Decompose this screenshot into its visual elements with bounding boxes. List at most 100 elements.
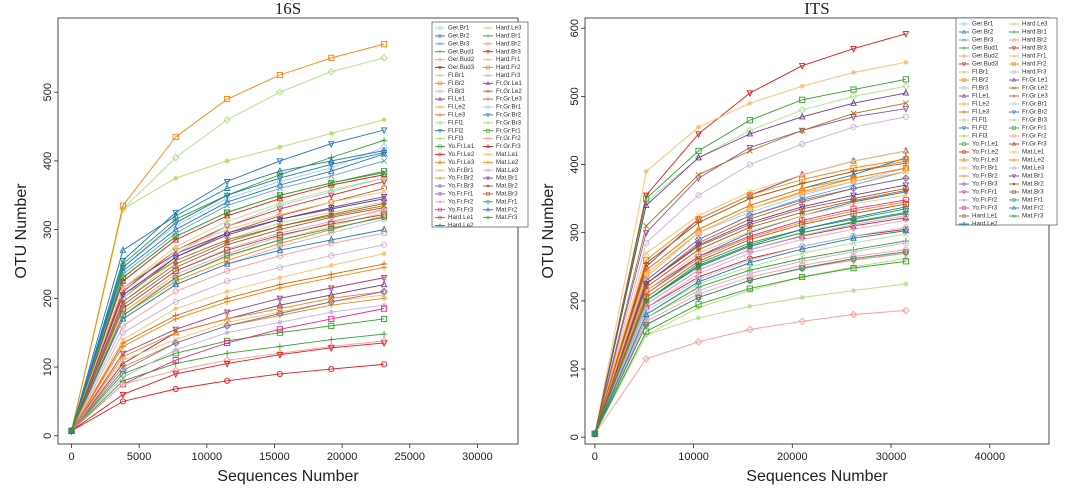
y-tick-label: 100 bbox=[569, 360, 581, 378]
data-point bbox=[381, 305, 388, 312]
data-point bbox=[328, 199, 335, 206]
data-point bbox=[276, 171, 283, 178]
data-point bbox=[119, 246, 127, 253]
data-point bbox=[119, 398, 126, 405]
legend-entry: Fl.Fl1 bbox=[435, 119, 464, 126]
legend-label: Ger.Br1 bbox=[972, 21, 994, 28]
legend-marker bbox=[438, 137, 442, 141]
legend-marker bbox=[1012, 118, 1016, 122]
data-point bbox=[380, 137, 388, 144]
legend-entry: Yo.Fr.Le2 bbox=[435, 151, 475, 158]
legend-label: Fl.Br2 bbox=[972, 77, 989, 84]
x-tick-label: 20000 bbox=[777, 451, 808, 463]
legend-entry: Fl.Le3 bbox=[435, 112, 466, 119]
data-point bbox=[799, 127, 806, 134]
legend-marker bbox=[438, 73, 442, 77]
legend-marker bbox=[438, 49, 442, 54]
series-line bbox=[594, 33, 907, 434]
data-point bbox=[850, 158, 857, 165]
legend-entry: Mat.Br3 bbox=[483, 191, 518, 198]
data-point bbox=[276, 343, 283, 350]
data-point bbox=[850, 110, 857, 117]
legend-marker bbox=[437, 183, 443, 189]
legend-marker bbox=[486, 176, 490, 181]
data-point bbox=[902, 258, 909, 265]
data-point bbox=[643, 328, 650, 335]
data-point bbox=[380, 287, 388, 295]
legend-label: Mat.Fr3 bbox=[1022, 213, 1044, 220]
data-point bbox=[224, 239, 230, 245]
data-point bbox=[276, 326, 283, 333]
data-point bbox=[381, 157, 387, 164]
x-tick-label: 25000 bbox=[394, 451, 425, 463]
legend-entry: Hard.Br3 bbox=[1009, 45, 1047, 52]
data-point bbox=[172, 280, 180, 288]
chart-1: 16S 0 5000 10000 15000 20000 25000 30000 0 100 200… bbox=[13, 0, 529, 485]
legend-marker bbox=[486, 128, 490, 133]
data-point bbox=[902, 100, 909, 107]
legend-label: Fl.Fl2 bbox=[448, 127, 464, 134]
data-point bbox=[120, 285, 126, 291]
series-Fr.Gr.Fr1 bbox=[591, 258, 909, 437]
data-point bbox=[327, 192, 335, 200]
data-point bbox=[380, 275, 388, 282]
data-point bbox=[903, 187, 909, 194]
legend-label: Fl.Le1 bbox=[448, 96, 466, 103]
legend-entry: Ger.Br1 bbox=[435, 25, 470, 32]
data-point bbox=[224, 202, 231, 209]
legend-entry: Fl.Br1 bbox=[959, 69, 989, 76]
data-point bbox=[746, 195, 753, 202]
legend-marker bbox=[486, 80, 490, 85]
series-line bbox=[71, 216, 385, 432]
data-point bbox=[276, 192, 283, 199]
x-tick-label: 5000 bbox=[127, 451, 151, 463]
legend-entry: Hard.Br1 bbox=[483, 33, 521, 40]
legend-marker bbox=[961, 181, 967, 187]
legend-marker bbox=[438, 89, 442, 94]
legend-marker bbox=[438, 26, 442, 30]
series-Hard.Br1 bbox=[68, 330, 388, 435]
data-point bbox=[327, 235, 335, 243]
legend-marker bbox=[1012, 110, 1016, 115]
data-point bbox=[327, 205, 335, 212]
legend-entry: Hard.Fr1 bbox=[483, 56, 521, 63]
data-point bbox=[327, 217, 336, 226]
data-point bbox=[747, 206, 753, 212]
legend-entry: Fl.Le2 bbox=[959, 101, 990, 108]
data-point bbox=[381, 144, 388, 151]
data-point bbox=[902, 226, 910, 234]
series-Fl.Br3 bbox=[591, 113, 909, 437]
series-line bbox=[594, 108, 906, 434]
legend-marker bbox=[961, 117, 967, 123]
series-Mat.Br2 bbox=[68, 200, 387, 434]
legend-entry: Mat.Le2 bbox=[1009, 157, 1045, 164]
data-point bbox=[276, 252, 283, 259]
data-point bbox=[172, 315, 179, 323]
legend-label: Fl.Br2 bbox=[448, 80, 465, 87]
data-point bbox=[172, 326, 180, 334]
data-point bbox=[642, 201, 650, 208]
data-point bbox=[850, 192, 857, 200]
legend-entry: Fr.Gr.Le1 bbox=[1009, 77, 1048, 84]
data-point bbox=[799, 258, 806, 265]
data-point bbox=[746, 129, 754, 137]
series-line bbox=[594, 230, 906, 434]
data-point bbox=[68, 426, 75, 434]
data-point bbox=[276, 158, 284, 166]
legend-entry: Yo.Fr.Br2 bbox=[959, 173, 998, 180]
data-point bbox=[643, 260, 650, 267]
data-point bbox=[172, 288, 179, 295]
legend-marker bbox=[1012, 46, 1016, 51]
data-point bbox=[849, 184, 858, 193]
data-point bbox=[172, 233, 179, 240]
data-point bbox=[224, 96, 231, 103]
legend-marker bbox=[962, 150, 966, 154]
legend-entry: Mat.Le3 bbox=[1009, 165, 1045, 172]
legend-marker bbox=[962, 38, 966, 42]
data-point bbox=[380, 264, 388, 271]
data-point bbox=[903, 168, 909, 174]
legend-label: Ger.Bud1 bbox=[972, 45, 999, 52]
data-point bbox=[902, 174, 910, 183]
series-line bbox=[594, 242, 906, 434]
legend-label: Hard.Br3 bbox=[1022, 45, 1047, 52]
